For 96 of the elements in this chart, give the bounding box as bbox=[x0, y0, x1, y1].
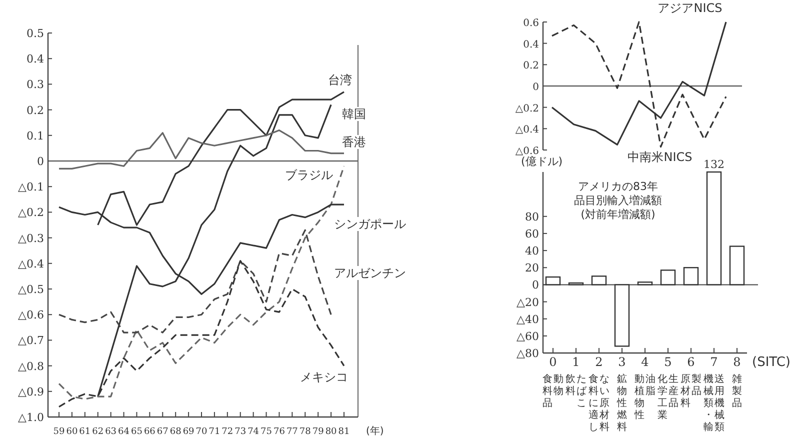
y-tick-label: △0.6 bbox=[515, 146, 539, 157]
y-tick-label: △0.1 bbox=[18, 180, 44, 194]
y-tick-label: △0.4 bbox=[515, 124, 539, 136]
y-tick-label: △0.5 bbox=[18, 283, 44, 296]
y-tick-label: 20 bbox=[525, 262, 539, 275]
y-tick-label: 60 bbox=[525, 227, 539, 240]
x-tick-label: 70 bbox=[196, 427, 208, 437]
x-tick-label: 62 bbox=[92, 427, 104, 437]
x-tick-label: 63 bbox=[105, 427, 117, 437]
text: 動植物性 bbox=[634, 374, 644, 421]
text: 雑製品 bbox=[732, 373, 742, 409]
x-tick-label: 79 bbox=[312, 427, 324, 437]
text: アメリカの83年 bbox=[578, 180, 658, 193]
x-tick-label: 75 bbox=[260, 427, 272, 437]
x-tick-label: 77 bbox=[286, 427, 298, 437]
y-tick-label: △20 bbox=[516, 296, 539, 309]
y-tick-label: △1.0 bbox=[18, 411, 44, 424]
text: ない原材料 bbox=[598, 374, 610, 433]
x-tick-label: 76 bbox=[274, 427, 286, 437]
x-tick-label: 61 bbox=[79, 427, 91, 437]
y-axis-title: (億ドル) bbox=[521, 155, 563, 168]
text: 食料品 bbox=[542, 373, 552, 409]
text: 送用機械類 bbox=[714, 373, 724, 433]
y-tick-label: 0 bbox=[532, 278, 539, 292]
y-tick-label: △0.3 bbox=[18, 232, 44, 245]
text: 動物 bbox=[554, 374, 564, 397]
x-tick-label: 2 bbox=[595, 355, 603, 369]
y-tick-label: 0.2 bbox=[523, 60, 539, 72]
y-tick-label: △40 bbox=[516, 312, 539, 326]
x-tick-label: 74 bbox=[248, 427, 260, 437]
x-tick-label: 4 bbox=[641, 355, 650, 369]
series-label: 韓国 bbox=[342, 107, 366, 121]
y-tick-label: 0.2 bbox=[26, 104, 44, 117]
x-tick-label: 0 bbox=[549, 355, 557, 369]
text: 鉱物性燃料 bbox=[616, 373, 627, 433]
y-tick-label: 0.3 bbox=[26, 78, 44, 92]
text: 機械類・輸 bbox=[704, 373, 714, 433]
series-label: シンガポール bbox=[334, 217, 406, 231]
x-tick-label: 8 bbox=[733, 355, 741, 369]
x-tick-label: 64 bbox=[118, 427, 130, 437]
series-label: 香港 bbox=[342, 135, 366, 149]
x-tick-label: 66 bbox=[144, 427, 156, 437]
y-tick-label: 80 bbox=[525, 210, 539, 224]
x-axis-title: (年) bbox=[366, 425, 384, 437]
y-tick-label: △80 bbox=[516, 347, 539, 360]
x-tick-label: 73 bbox=[234, 427, 246, 437]
x-tick-label: 69 bbox=[182, 427, 195, 437]
series-label: 台湾 bbox=[328, 73, 352, 87]
x-tick-label: 7 bbox=[710, 355, 718, 369]
x-tick-label: 1 bbox=[572, 355, 580, 369]
x-tick-label: 3 bbox=[618, 355, 626, 369]
y-tick-label: △0.2 bbox=[18, 206, 44, 220]
series-label: アルゼンチン bbox=[334, 266, 406, 280]
y-tick-label: △0.8 bbox=[18, 360, 44, 373]
x-tick-label: 65 bbox=[131, 427, 143, 437]
x-tick-label: 60 bbox=[66, 427, 78, 437]
y-tick-label: △60 bbox=[516, 330, 539, 343]
x-tick-label: 72 bbox=[222, 427, 234, 437]
y-tick-label: 0 bbox=[532, 82, 539, 93]
text: 食料に適し bbox=[588, 373, 598, 433]
series-label: 中南米NICS bbox=[628, 150, 692, 164]
y-tick-label: 0.1 bbox=[26, 129, 44, 142]
text: 油脂 bbox=[646, 373, 656, 397]
x-tick-label: 6 bbox=[687, 355, 695, 369]
x-tick-label: 59 bbox=[53, 427, 65, 437]
text: 製品 bbox=[692, 373, 702, 397]
y-tick-label: △0.9 bbox=[18, 385, 44, 398]
x-tick-label: 5 bbox=[664, 355, 672, 369]
y-tick-label: 0.6 bbox=[523, 18, 539, 29]
text: たばこ bbox=[576, 374, 588, 409]
x-tick-label: 78 bbox=[299, 427, 312, 437]
y-tick-label: 0 bbox=[37, 155, 44, 168]
text: 品目別輸入増減額 bbox=[574, 194, 662, 207]
x-tick-label: 68 bbox=[170, 427, 182, 437]
annotation: (対前年増減額) bbox=[580, 208, 656, 221]
y-tick-label: △0.7 bbox=[18, 334, 44, 348]
x-axis-title: (SITC) bbox=[752, 355, 790, 370]
text: 原材料 bbox=[680, 374, 690, 409]
y-tick-label: △0.4 bbox=[18, 257, 44, 270]
data-label: 132 bbox=[704, 158, 724, 171]
text: 生産品 bbox=[668, 373, 678, 409]
series-label: ブラジル bbox=[285, 168, 333, 182]
y-tick-label: 0.4 bbox=[26, 52, 44, 66]
x-tick-label: 81 bbox=[338, 427, 350, 437]
text: 化学工業 bbox=[658, 373, 668, 421]
x-tick-label: 80 bbox=[325, 427, 338, 437]
y-tick-label: 0.4 bbox=[523, 39, 539, 50]
y-tick-label: 0.5 bbox=[26, 27, 44, 40]
y-tick-label: △0.2 bbox=[515, 103, 539, 114]
x-tick-label: 67 bbox=[156, 427, 169, 437]
series-label: メキシコ bbox=[300, 370, 348, 384]
x-tick-label: 71 bbox=[208, 427, 220, 437]
series-label: アジアNICS bbox=[658, 1, 722, 15]
y-tick-label: 40 bbox=[525, 244, 539, 258]
y-tick-label: △0.6 bbox=[18, 308, 44, 322]
text: 飲料 bbox=[566, 374, 576, 397]
